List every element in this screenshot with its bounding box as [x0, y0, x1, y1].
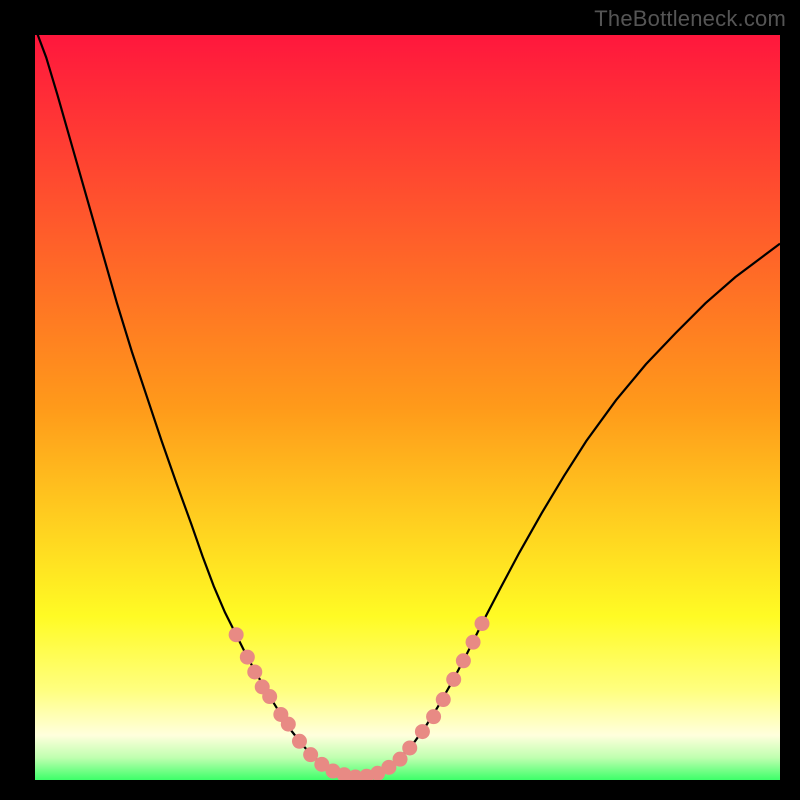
data-dot [475, 616, 490, 631]
bottleneck-curve [35, 35, 780, 777]
data-dot [240, 650, 255, 665]
data-dot [292, 734, 307, 749]
data-dot [466, 635, 481, 650]
dots-group [229, 616, 490, 780]
data-dot [415, 724, 430, 739]
watermark: TheBottleneck.com [594, 6, 786, 32]
data-dot [426, 709, 441, 724]
data-dot [262, 689, 277, 704]
data-dot [247, 664, 262, 679]
data-dot [436, 692, 451, 707]
data-dot [229, 627, 244, 642]
data-dot [446, 672, 461, 687]
data-dot [456, 653, 471, 668]
plot-area [35, 35, 780, 780]
chart-svg [35, 35, 780, 780]
data-dot [402, 740, 417, 755]
data-dot [281, 717, 296, 732]
